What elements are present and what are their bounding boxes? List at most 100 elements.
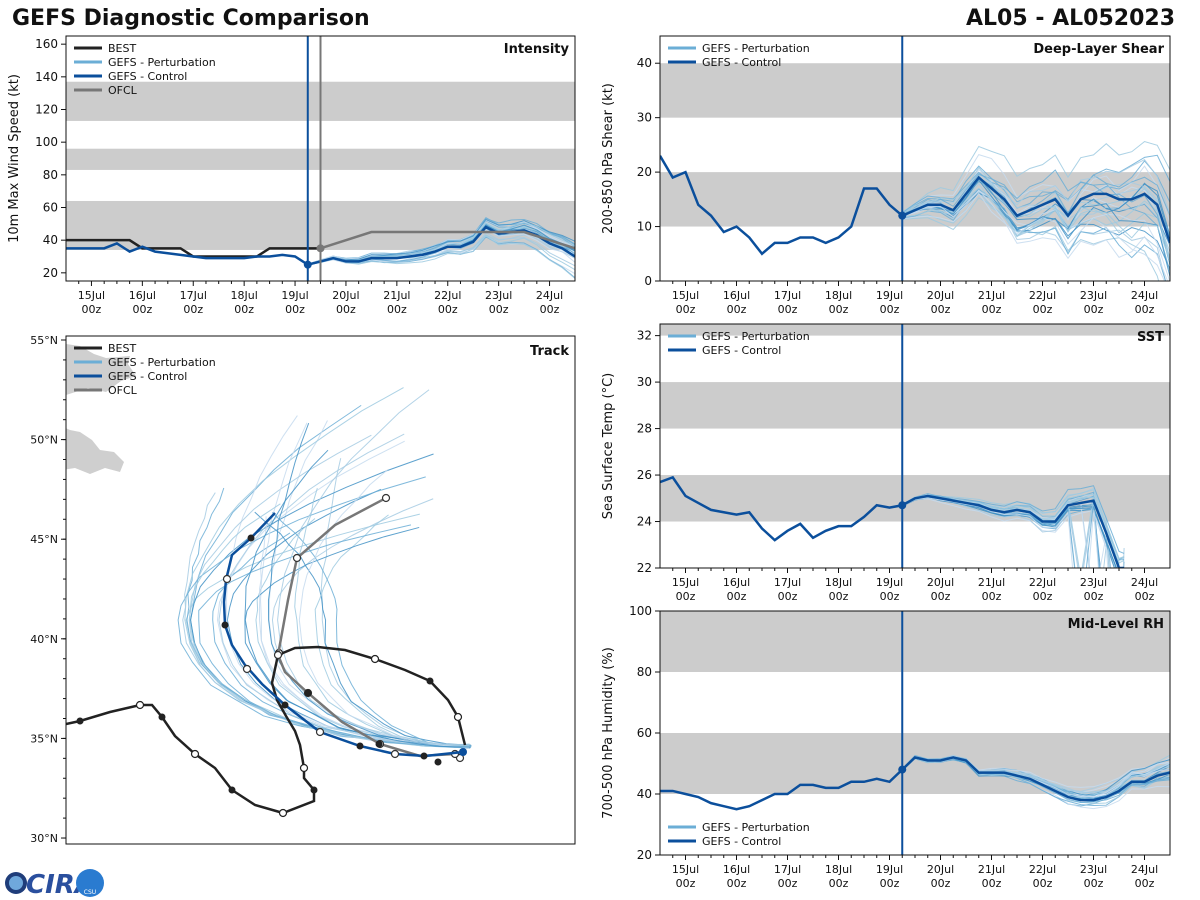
plot-frame	[659, 323, 1171, 569]
best-track-point	[228, 786, 236, 794]
y-tick-label: 60	[637, 726, 652, 740]
plot-area	[660, 63, 1170, 281]
x-tick-label: 21Jul	[978, 863, 1005, 876]
perturbation-track	[294, 488, 471, 748]
panel-shear: 01020304015Jul00z16Jul00z17Jul00z18Jul00…	[601, 35, 1171, 316]
best-track-point-open	[453, 712, 463, 722]
perturbation-line	[307, 235, 575, 279]
x-tick-label: 00z	[778, 590, 798, 603]
init-marker	[898, 501, 907, 510]
x-tick-label: 18Jul	[825, 576, 852, 589]
perturbation-track	[298, 469, 470, 749]
x-tick-label: 00z	[778, 303, 798, 316]
figure-title: GEFS Diagnostic Comparison	[12, 6, 370, 31]
perturbation-line	[902, 189, 1167, 281]
legend-label: OFCL	[108, 84, 138, 97]
y-tick-label: 40	[637, 56, 652, 70]
init-marker	[898, 765, 907, 774]
perturbation-line	[902, 174, 1170, 246]
best-track-point-open	[370, 654, 380, 664]
logo-badge-text: CSU	[84, 889, 96, 896]
x-tick-label: 00z	[727, 590, 747, 603]
x-tick-label: 00z	[829, 877, 849, 890]
x-tick-label: 00z	[1135, 590, 1155, 603]
y-axis-label: Sea Surface Temp (°C)	[601, 373, 616, 520]
x-tick-label: 00z	[982, 590, 1002, 603]
perturbation-track	[186, 487, 471, 747]
series-gefs-control	[660, 155, 1170, 256]
control-track-point-open	[222, 574, 232, 584]
legend-label: BEST	[108, 342, 136, 355]
panel-rh: 2040608010015Jul00z16Jul00z17Jul00z18Jul…	[601, 604, 1171, 890]
panel-intensity: 2040608010012014016015Jul00z16Jul00z17Ju…	[7, 35, 576, 316]
y-tick-label: 100	[35, 135, 58, 149]
control-track-point	[356, 742, 364, 750]
perturbation-line	[901, 169, 1170, 266]
x-tick-label: 15Jul	[672, 576, 699, 589]
x-tick-label: 00z	[132, 303, 152, 316]
plot-area	[660, 324, 1170, 568]
legend-label: OFCL	[108, 384, 138, 397]
ofcl-track-point-filled	[434, 758, 442, 766]
x-tick-label: 00z	[982, 877, 1002, 890]
y-tick-label: 40	[43, 233, 58, 247]
x-tick-label: 00z	[931, 590, 951, 603]
x-tick-label: 00z	[387, 303, 407, 316]
x-tick-label: 23Jul	[1080, 576, 1107, 589]
y-axis-label: 10m Max Wind Speed (kt)	[7, 74, 22, 243]
map-frame	[65, 335, 576, 845]
perturbation-track	[314, 514, 470, 746]
x-tick-label: 20Jul	[927, 576, 954, 589]
best-track-point-open	[278, 808, 288, 818]
legend-label: GEFS - Perturbation	[702, 330, 810, 343]
x-tick-label: 00z	[778, 877, 798, 890]
y-tick-label: 140	[35, 70, 58, 84]
x-tick-label: 00z	[336, 303, 356, 316]
lat-tick-label: 40°N	[30, 633, 58, 646]
x-tick-label: 16Jul	[723, 576, 750, 589]
x-tick-label: 00z	[1135, 877, 1155, 890]
y-tick-label: 22	[637, 561, 652, 575]
x-tick-label: 00z	[183, 303, 203, 316]
y-tick-label: 100	[629, 604, 652, 618]
y-tick-label: 10	[637, 220, 652, 234]
land-shape	[66, 344, 136, 395]
x-tick-label: 00z	[982, 303, 1002, 316]
x-tick-label: 17Jul	[774, 289, 801, 302]
ofcl-track-point	[292, 553, 302, 563]
perturbation-line	[901, 757, 1170, 794]
x-tick-label: 00z	[880, 303, 900, 316]
logo-globe-inner	[9, 876, 23, 890]
x-tick-label: 00z	[82, 303, 102, 316]
perturbation-line	[902, 197, 1160, 281]
x-tick-label: 24Jul	[1131, 863, 1158, 876]
x-tick-label: 00z	[676, 877, 696, 890]
x-tick-label: 24Jul	[1131, 576, 1158, 589]
legend-label: GEFS - Control	[108, 70, 187, 83]
threshold-band	[660, 733, 1170, 794]
y-tick-label: 80	[637, 665, 652, 679]
ofcl-init-marker	[316, 244, 325, 253]
perturbation-track	[277, 389, 470, 747]
y-tick-label: 20	[637, 165, 652, 179]
plot-area	[660, 611, 1170, 811]
series-gefs-control	[660, 756, 1170, 811]
x-tick-label: 00z	[1135, 303, 1155, 316]
panel-sst: 22242628303215Jul00z16Jul00z17Jul00z18Ju…	[601, 323, 1171, 603]
x-tick-label: 18Jul	[231, 289, 258, 302]
legend-label: GEFS - Perturbation	[108, 56, 216, 69]
x-tick-label: 22Jul	[1029, 576, 1056, 589]
x-tick-label: 00z	[1084, 303, 1104, 316]
x-tick-label: 00z	[880, 877, 900, 890]
logo-badge-icon	[76, 869, 104, 897]
x-tick-label: 00z	[727, 303, 747, 316]
x-tick-label: 16Jul	[723, 289, 750, 302]
control-init-marker	[459, 748, 467, 756]
x-tick-label: 19Jul	[876, 576, 903, 589]
x-tick-label: 00z	[1084, 590, 1104, 603]
control-track-point	[281, 701, 289, 709]
x-tick-label: 22Jul	[1029, 863, 1056, 876]
perturbation-track	[216, 440, 470, 747]
